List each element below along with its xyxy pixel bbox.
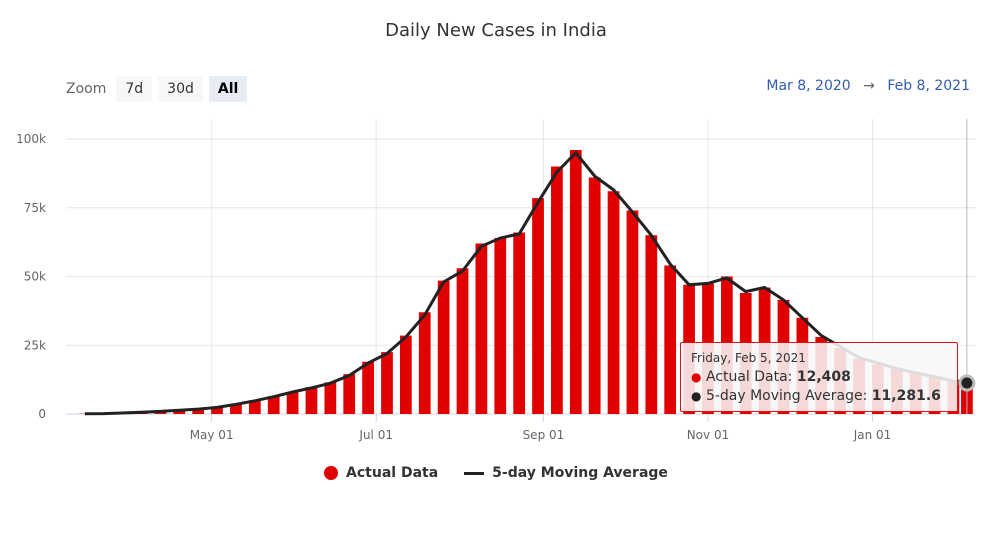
range-arrow: →	[863, 78, 875, 94]
ma-dot-icon: ●	[691, 389, 702, 403]
x-tick-label: Jan 01	[853, 428, 892, 442]
date-range: Mar 8, 2020 → Feb 8, 2021	[766, 78, 970, 94]
bar-actual-data	[645, 235, 658, 414]
legend: Actual Data 5-day Moving Average	[0, 465, 992, 481]
x-tick-label: May 01	[190, 428, 234, 442]
bar-actual-data	[230, 403, 242, 414]
x-tick-label: Nov 01	[687, 428, 730, 442]
bar-actual-data	[267, 396, 280, 414]
legend-ma-line-icon	[464, 471, 485, 475]
bar-actual-data	[664, 265, 677, 414]
bar-actual-data	[513, 232, 526, 414]
bar-actual-data	[475, 243, 488, 414]
tooltip-ma-label: 5-day Moving Average:	[705, 388, 868, 404]
tooltip-actual-value: 12,408	[796, 369, 851, 385]
y-tick-label: 0	[38, 407, 46, 421]
tooltip-ma-row: ● 5-day Moving Average: 11,281.6	[691, 387, 947, 406]
tooltip-actual-row: ● Actual Data: 12,408	[691, 368, 947, 387]
y-tick-label: 50k	[24, 270, 46, 284]
bar-actual-data	[173, 410, 186, 414]
tooltip: Friday, Feb 5, 2021 ● Actual Data: 12,40…	[680, 342, 958, 412]
bar-actual-data	[607, 191, 620, 414]
bar-actual-data	[211, 407, 223, 414]
y-tick-label: 100k	[16, 132, 46, 146]
legend-actual-label: Actual Data	[346, 465, 439, 481]
legend-ma-label: 5-day Moving Average	[492, 465, 668, 481]
bar-actual-data	[494, 238, 507, 414]
chart-title: Daily New Cases in India	[385, 20, 607, 41]
bar-actual-data	[551, 166, 563, 414]
range-from[interactable]: Mar 8, 2020	[766, 78, 851, 94]
y-tick-label: 75k	[24, 201, 46, 215]
zoom-all-button[interactable]: All	[208, 76, 248, 102]
bar-actual-data	[437, 280, 450, 414]
y-tick-label: 25k	[24, 338, 46, 352]
bar-actual-data	[324, 382, 337, 414]
tooltip-actual-label: Actual Data:	[705, 369, 793, 385]
actual-dot-icon: ●	[691, 370, 702, 384]
zoom-label: Zoom	[66, 81, 107, 97]
zoom-7d-button[interactable]: 7d	[116, 76, 153, 102]
x-tick-label: Sep 01	[523, 428, 565, 442]
bar-actual-data	[362, 361, 374, 414]
bar-actual-data	[286, 392, 299, 414]
bar-actual-data	[248, 400, 261, 414]
x-axis-ticks: May 01 Jul 01 Sep 01 Nov 01 Jan 01	[190, 428, 892, 442]
x-tick-label: Jul 01	[358, 428, 393, 442]
moving-average-line	[84, 150, 968, 416]
tooltip-date: Friday, Feb 5, 2021	[691, 351, 806, 365]
zoom-30d-button[interactable]: 30d	[158, 76, 203, 102]
zoom-controls: Zoom 7d 30d All	[66, 76, 248, 102]
bar-actual-data	[626, 210, 639, 414]
bar-actual-data	[343, 374, 356, 414]
legend-item-ma[interactable]: 5-day Moving Average	[464, 465, 668, 481]
bar-actual-data	[532, 198, 544, 414]
legend-actual-dot-icon	[324, 466, 339, 480]
bar-actual-data	[381, 352, 393, 414]
hover-point-marker	[958, 374, 976, 392]
bar-actual-data	[588, 177, 601, 414]
bar-actual-data	[418, 312, 431, 414]
range-to[interactable]: Feb 8, 2021	[887, 78, 970, 94]
bar-actual-data	[456, 268, 469, 414]
bar-actual-data	[569, 150, 582, 414]
bar-actual-data	[305, 387, 318, 414]
y-axis-ticks: 0 25k 50k 75k 100k	[16, 132, 46, 421]
bar-actual-data	[399, 335, 412, 414]
bar-actual-data	[192, 409, 205, 414]
legend-item-actual[interactable]: Actual Data	[324, 465, 438, 481]
tooltip-ma-value: 11,281.6	[871, 388, 941, 404]
